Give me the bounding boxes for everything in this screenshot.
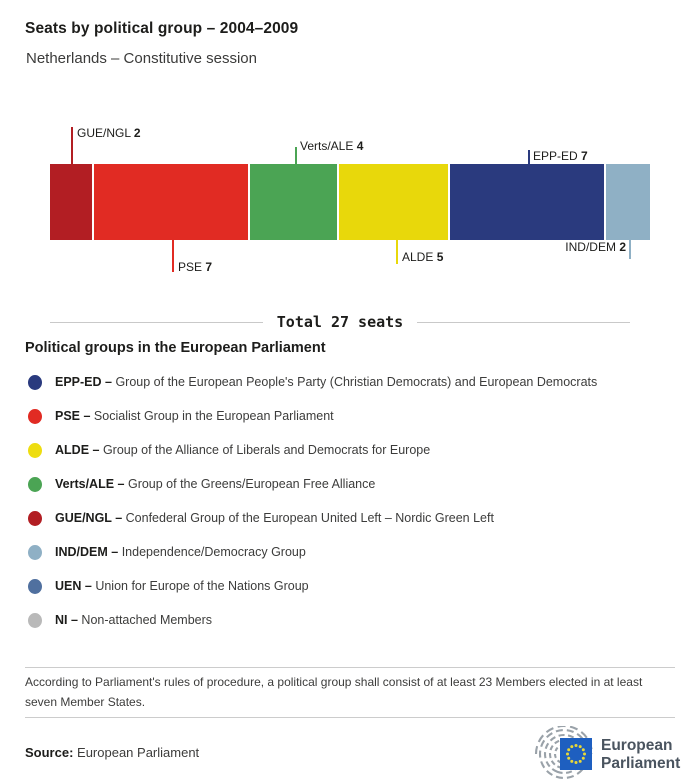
- bar-label-value: 5: [436, 250, 444, 264]
- bar-label-name: PSE: [178, 260, 203, 274]
- bar-label-value: 4: [356, 139, 364, 153]
- footer-divider-top: [25, 667, 675, 668]
- bar-segment-pse: [94, 164, 250, 240]
- bar-label-value: 7: [581, 149, 588, 163]
- legend-label: NI – Non-attached Members: [55, 613, 212, 627]
- legend-label: PSE – Socialist Group in the European Pa…: [55, 409, 334, 423]
- logo-text-line2: Parliament: [601, 755, 680, 772]
- legend-item-pse: PSE – Socialist Group in the European Pa…: [25, 401, 334, 431]
- legend-label: EPP-ED – Group of the European People's …: [55, 375, 597, 389]
- bar-label-name: GUE/NGL: [77, 126, 131, 140]
- total-seats-row: Total 27 seats: [50, 312, 630, 332]
- legend-abbr: Verts/ALE –: [55, 477, 125, 491]
- legend-item-ind-dem: IND/DEM – Independence/Democracy Group: [25, 537, 306, 567]
- legend-desc: Group of the Greens/European Free Allian…: [127, 477, 376, 491]
- legend-abbr: PSE –: [55, 409, 91, 423]
- legend-dot-epp-ed: [28, 374, 42, 390]
- bar-label-ind-dem: IND/DEM 2: [440, 241, 626, 254]
- legend-item-ni: NI – Non-attached Members: [25, 605, 212, 635]
- bar-label-value: 2: [133, 126, 141, 140]
- page-subtitle: Netherlands – Constitutive session: [26, 50, 257, 67]
- footnote: According to Parliament's rules of proce…: [25, 675, 643, 709]
- eu-flag-icon: [560, 738, 592, 770]
- source-value: European Parliament: [77, 745, 200, 760]
- legend-desc: Non-attached Members: [81, 613, 213, 627]
- bar-tick-alde: [396, 240, 398, 264]
- legend-desc: Group of the European People's Party (Ch…: [115, 375, 598, 389]
- legend-item-verts-ale: Verts/ALE – Group of the Greens/European…: [25, 469, 375, 499]
- bar-tick-verts-ale: [295, 147, 297, 164]
- legend-item-gue-ngl: GUE/NGL – Confederal Group of the Europe…: [25, 503, 494, 533]
- legend-dot-alde: [28, 442, 42, 458]
- legend-desc: Independence/Democracy Group: [121, 545, 306, 559]
- bar-segment-verts-ale: [249, 164, 339, 240]
- legend-dot-ind-dem: [28, 544, 42, 560]
- legend-abbr: IND/DEM –: [55, 545, 119, 559]
- legend-dot-gue-ngl: [28, 510, 42, 526]
- bar-tick-ind-dem: [629, 240, 631, 259]
- bar-tick-epp-ed: [528, 150, 530, 164]
- stacked-bar: [50, 164, 650, 240]
- bar-label-name: EPP-ED: [533, 149, 578, 163]
- legend-abbr: ALDE –: [55, 443, 100, 457]
- footer-divider-bottom: [25, 717, 675, 718]
- bar-label-name: IND/DEM: [565, 240, 616, 254]
- legend-desc: Socialist Group in the European Parliame…: [93, 409, 334, 423]
- source-label: Source:: [25, 745, 74, 760]
- bar-label-value: 7: [205, 260, 213, 274]
- total-seats-label: Total 27 seats: [276, 313, 404, 331]
- bar-tick-gue-ngl: [71, 127, 73, 164]
- divider-line-left: [50, 321, 263, 323]
- source-line: Source: European Parliament: [25, 745, 199, 760]
- legend-abbr: UEN –: [55, 579, 92, 593]
- legend-abbr: GUE/NGL –: [55, 511, 123, 525]
- legend-label: Verts/ALE – Group of the Greens/European…: [55, 477, 375, 491]
- legend-abbr: EPP-ED –: [55, 375, 112, 389]
- legend-label: ALDE – Group of the Alliance of Liberals…: [55, 443, 430, 457]
- legend-label: GUE/NGL – Confederal Group of the Europe…: [55, 511, 494, 525]
- legend-item-epp-ed: EPP-ED – Group of the European People's …: [25, 367, 597, 397]
- page-title: Seats by political group – 2004–2009: [25, 20, 299, 37]
- legend-item-uen: UEN – Union for Europe of the Nations Gr…: [25, 571, 309, 601]
- divider-line-right: [417, 321, 630, 323]
- bar-label-gue-ngl: GUE/NGL 2: [77, 127, 141, 140]
- bar-tick-pse: [172, 240, 174, 272]
- bar-label-name: Verts/ALE: [300, 139, 354, 153]
- bar-label-verts-ale: Verts/ALE 4: [300, 140, 363, 153]
- bar-segment-epp-ed: [449, 164, 606, 240]
- bar-label-alde: ALDE 5: [402, 251, 443, 264]
- bar-segment-alde: [338, 164, 450, 240]
- legend-dot-verts-ale: [28, 476, 42, 492]
- legend-desc: Confederal Group of the European United …: [125, 511, 494, 525]
- bar-label-value: 2: [619, 240, 626, 254]
- legend-dot-ni: [28, 612, 42, 628]
- european-parliament-logo: European Parliament: [534, 726, 680, 780]
- legend-dot-pse: [28, 408, 42, 424]
- bar-segment-ind-dem: [605, 164, 650, 240]
- bar-label-epp-ed: EPP-ED 7: [533, 150, 588, 163]
- legend-abbr: NI –: [55, 613, 78, 627]
- legend-desc: Union for Europe of the Nations Group: [95, 579, 309, 593]
- legend-item-alde: ALDE – Group of the Alliance of Liberals…: [25, 435, 430, 465]
- bar-label-name: ALDE: [402, 250, 434, 264]
- legend-desc: Group of the Alliance of Liberals and De…: [102, 443, 431, 457]
- legend-heading: Political groups in the European Parliam…: [25, 340, 326, 356]
- logo-text-line1: European: [601, 737, 672, 754]
- legend-label: UEN – Union for Europe of the Nations Gr…: [55, 579, 309, 593]
- bar-segment-gue-ngl: [50, 164, 95, 240]
- legend-dot-uen: [28, 578, 42, 594]
- bar-label-pse: PSE 7: [178, 261, 212, 274]
- legend-label: IND/DEM – Independence/Democracy Group: [55, 545, 306, 559]
